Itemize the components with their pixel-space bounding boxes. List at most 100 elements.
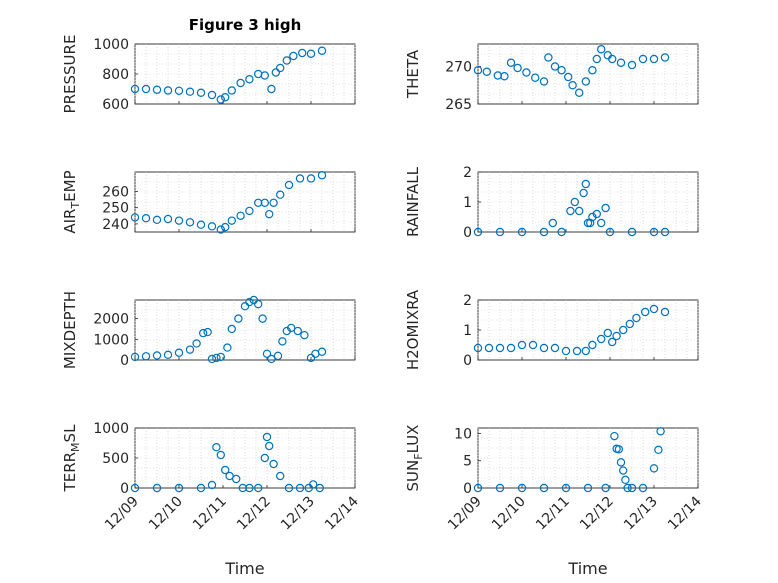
subplot-h2omixra: 0 1 2 H2OMIXRA: [404, 289, 699, 370]
data-point: [163, 86, 173, 95]
data-point: [649, 304, 659, 314]
series-theta: [473, 45, 670, 97]
data-point: [212, 443, 221, 452]
data-point: [506, 343, 516, 353]
data-point: [539, 227, 549, 237]
data-point: [231, 474, 241, 484]
grid: [477, 44, 699, 104]
y-tick-label: 2: [463, 165, 472, 181]
x-axis-label-right: Time: [567, 559, 607, 578]
y-tick-label: 260: [102, 184, 129, 200]
data-point: [473, 66, 483, 75]
y-axis-label: PRESSURE: [61, 35, 79, 114]
y-tick-label: 1000: [93, 332, 129, 348]
data-point: [616, 58, 626, 67]
data-point: [212, 353, 221, 363]
grid: [477, 428, 699, 488]
data-point: [575, 88, 584, 97]
data-point: [287, 323, 296, 333]
subplot-terr-msl: 0 500 1000 12/09 12/10 12/11 12/12 12/13 12/14 TE…: [61, 421, 362, 533]
data-point: [601, 483, 610, 493]
figure-title: Figure 3 high: [189, 16, 302, 34]
data-point: [623, 483, 632, 493]
data-point: [276, 190, 285, 199]
data-point: [649, 464, 659, 473]
data-point: [612, 331, 621, 341]
y-axis-label: SUNFLUX: [404, 425, 425, 492]
data-point: [174, 348, 184, 357]
y-axis-label: RAINFALL: [404, 166, 422, 237]
data-point: [141, 84, 151, 94]
data-point: [174, 216, 184, 225]
y-tick-label: 0: [120, 481, 129, 497]
data-point: [207, 90, 217, 100]
data-point: [185, 218, 195, 227]
y-tick-label: 0: [463, 481, 472, 497]
subplot-pressure: 600 800 1000 PRESSURE: [61, 35, 356, 114]
y-tick-label: 240: [102, 217, 129, 233]
data-point: [641, 307, 650, 317]
data-point: [592, 54, 602, 64]
series-pressure: [130, 46, 327, 104]
grid: [134, 44, 356, 104]
x-tick-label: 12/09: [102, 494, 142, 534]
y-tick-label: 1000: [93, 37, 129, 53]
data-point: [583, 483, 593, 493]
data-point: [649, 54, 659, 64]
x-tick-label: 12/09: [445, 494, 485, 534]
series-sun-flux: [473, 427, 665, 493]
x-tick-label: 12/13: [278, 494, 318, 534]
x-tick-label: 12/14: [665, 493, 705, 533]
data-point: [152, 483, 162, 493]
data-point: [254, 299, 263, 309]
data-point: [539, 483, 549, 493]
data-point: [473, 483, 483, 493]
data-point: [638, 483, 648, 493]
data-point: [227, 86, 236, 95]
data-point: [278, 337, 287, 346]
data-point: [267, 84, 276, 94]
grid: [477, 172, 699, 232]
data-point: [265, 209, 274, 219]
data-point: [522, 68, 531, 77]
data-point: [207, 354, 217, 364]
data-point: [550, 343, 560, 353]
data-point: [550, 62, 560, 71]
data-point: [185, 87, 195, 96]
data-point: [196, 220, 206, 229]
data-point: [581, 346, 591, 356]
series-terr-msl: [130, 432, 324, 493]
data-point: [528, 340, 538, 350]
data-point: [240, 302, 250, 311]
data-point: [306, 49, 316, 58]
data-point: [561, 346, 571, 356]
data-point: [236, 211, 245, 220]
data-point: [627, 483, 637, 493]
data-point: [295, 174, 305, 183]
data-point: [500, 72, 509, 81]
data-point: [271, 68, 280, 77]
data-point: [269, 198, 278, 208]
data-point: [513, 63, 522, 73]
data-point: [588, 66, 597, 75]
data-point: [317, 347, 327, 356]
data-point: [276, 471, 285, 481]
data-point: [548, 218, 558, 228]
data-point: [564, 72, 573, 82]
data-point: [260, 198, 269, 208]
y-tick-label: 5: [463, 454, 472, 470]
data-point: [484, 343, 494, 353]
x-axis-label-left: Time: [224, 559, 264, 578]
data-point: [163, 214, 173, 224]
y-tick-label: 2: [463, 293, 472, 309]
series-h2omixra: [473, 304, 670, 356]
data-point: [627, 227, 637, 237]
data-point: [570, 197, 580, 207]
data-point: [227, 324, 236, 334]
data-point: [196, 88, 206, 97]
y-tick-label: 265: [445, 97, 472, 113]
data-point: [236, 78, 245, 88]
series-rainfall: [473, 179, 670, 237]
data-point: [572, 346, 582, 356]
